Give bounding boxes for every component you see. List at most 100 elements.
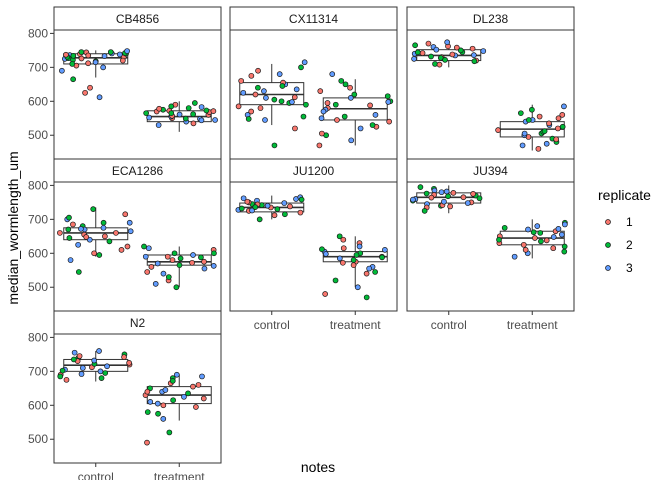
x-tick-label: control [431, 318, 467, 332]
data-point [386, 118, 393, 125]
data-point [274, 206, 281, 213]
data-point [173, 371, 180, 378]
data-point [156, 105, 162, 112]
data-point [555, 225, 562, 232]
data-point [238, 205, 245, 212]
data-point [561, 248, 568, 255]
data-point [550, 245, 557, 252]
legend-key-2 [605, 242, 611, 248]
box-iqr [63, 227, 129, 241]
data-point [252, 91, 259, 98]
data-point [182, 115, 189, 122]
data-point [165, 274, 172, 280]
panel-title: ECA1286 [112, 164, 164, 178]
data-point [102, 233, 108, 240]
panel-dl238: DL238controltreatment [406, 6, 575, 180]
data-point [85, 60, 91, 67]
data-point [256, 216, 263, 223]
data-point [447, 203, 453, 210]
legend-entries: 1 2 3 [605, 215, 633, 275]
data-point [191, 100, 198, 106]
data-point [100, 224, 107, 231]
data-point [470, 191, 476, 197]
data-point [238, 78, 245, 84]
data-point [118, 247, 125, 253]
data-point [145, 245, 152, 252]
data-point [59, 367, 66, 374]
data-point [255, 84, 261, 91]
data-point [271, 96, 278, 103]
data-point [298, 64, 304, 71]
data-point [433, 46, 440, 53]
data-point [317, 88, 324, 94]
data-point [347, 84, 353, 91]
y-tick-label: 800 [28, 26, 48, 40]
data-point [122, 211, 129, 218]
data-point [291, 94, 298, 101]
panel-n2: N2 500 600 700 800 control treatment [28, 310, 222, 480]
data-point [249, 207, 255, 214]
data-point [263, 95, 269, 101]
data-point [65, 226, 72, 233]
data-point [92, 59, 99, 66]
data-point [538, 238, 544, 245]
data-point [511, 253, 518, 260]
data-point [350, 262, 357, 269]
data-point [297, 209, 304, 216]
data-point [127, 228, 134, 235]
data-point [78, 371, 85, 377]
data-point [248, 108, 255, 115]
panel-plot-area [53, 29, 222, 160]
data-point [535, 145, 542, 152]
data-point [384, 93, 391, 100]
data-point [59, 67, 65, 74]
data-point [79, 365, 86, 371]
x-tick-label: control [254, 318, 290, 332]
data-point [501, 224, 508, 231]
data-point [525, 226, 531, 233]
data-point [287, 203, 293, 210]
data-point [559, 123, 566, 130]
data-point [319, 130, 325, 137]
data-point [171, 250, 178, 257]
data-point [425, 40, 432, 47]
data-point [340, 259, 346, 266]
data-point [70, 221, 76, 228]
data-point [532, 235, 538, 241]
data-point [106, 238, 113, 245]
data-point [257, 105, 264, 111]
data-point [301, 59, 308, 66]
legend-key-1 [605, 219, 611, 225]
data-point [471, 52, 477, 58]
data-point [168, 103, 175, 110]
data-point [276, 71, 283, 77]
panel-title: JU1200 [293, 164, 335, 178]
data-point [469, 45, 476, 52]
data-point [96, 94, 103, 101]
data-point [248, 72, 255, 79]
data-point [195, 382, 202, 388]
y-tick-label: 700 [28, 212, 48, 226]
data-point [200, 395, 207, 402]
data-point [144, 269, 151, 275]
data-point [460, 194, 467, 201]
data-point [168, 110, 175, 117]
data-point [91, 250, 97, 257]
x-tick-label: control [78, 470, 114, 480]
data-point [63, 376, 70, 383]
legend-label-1: 1 [626, 215, 633, 229]
y-axis-title: median_wormlength_um [5, 151, 21, 304]
data-point [100, 219, 107, 226]
data-point [348, 137, 355, 144]
data-point [162, 387, 169, 393]
data-point [457, 47, 464, 54]
data-point [85, 52, 92, 59]
data-point [442, 57, 448, 63]
data-point [354, 284, 361, 291]
data-point [160, 270, 167, 277]
data-point [546, 120, 552, 127]
data-point [541, 128, 548, 135]
y-tick-label: 500 [28, 432, 48, 446]
data-point [278, 98, 285, 105]
data-point [480, 48, 487, 54]
